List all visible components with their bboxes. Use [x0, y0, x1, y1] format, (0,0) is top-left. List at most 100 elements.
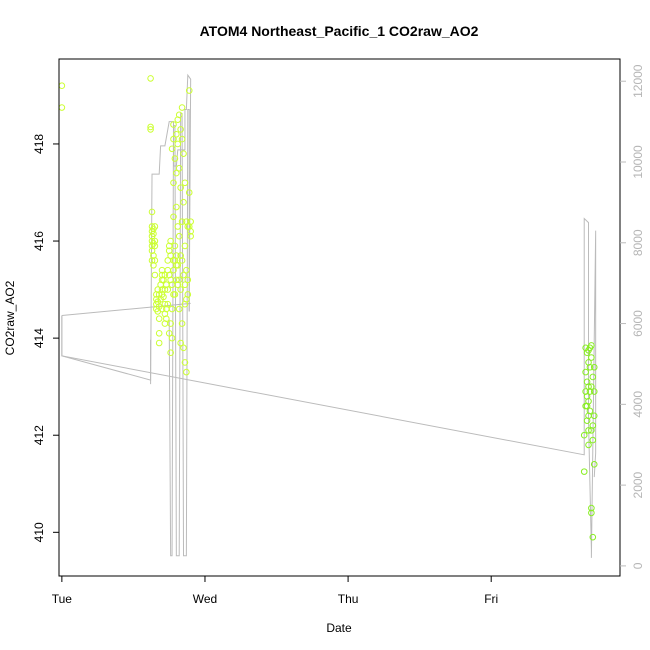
data-point	[181, 179, 189, 187]
y2-tick-label: 12000	[631, 64, 645, 98]
x-tick-label: Fri	[484, 592, 498, 606]
data-point	[168, 305, 176, 313]
data-point	[178, 320, 186, 327]
axes-layer: Tue Wed Thu Fri 410 412 414 416 418 0 2000 4000 6000…	[32, 64, 645, 606]
data-point	[180, 150, 187, 157]
data-point	[187, 228, 194, 235]
data-point	[181, 242, 189, 250]
data-point	[155, 329, 163, 337]
data-point	[173, 130, 180, 138]
data-point	[173, 169, 180, 177]
data-point	[187, 232, 194, 240]
data-point	[187, 218, 194, 225]
data-point	[175, 111, 183, 119]
data-point	[580, 468, 588, 475]
plot-layer	[58, 73, 598, 558]
data-point	[586, 407, 594, 415]
series-line-1	[61, 217, 597, 558]
y-tick-label: 416	[32, 231, 46, 251]
data-point	[185, 87, 193, 94]
data-point	[160, 293, 167, 301]
data-point	[588, 509, 595, 517]
data-point	[590, 412, 598, 420]
data-point	[588, 383, 595, 390]
chart-title: ATOM4 Northeast_Pacific_1 CO2raw_AO2	[200, 23, 479, 39]
data-point	[590, 388, 598, 395]
data-point	[171, 242, 179, 250]
data-point	[178, 104, 186, 111]
data-point	[147, 126, 154, 133]
y-tick-label: 412	[32, 425, 46, 445]
data-point	[588, 504, 595, 512]
data-point	[170, 121, 177, 128]
y-tick-label: 414	[32, 328, 46, 348]
y-axis-title: CO2raw_AO2	[3, 280, 17, 355]
data-point	[151, 237, 159, 245]
data-point	[589, 422, 597, 429]
data-point	[181, 359, 189, 366]
data-point	[580, 431, 588, 439]
data-point	[585, 427, 592, 434]
data-point	[588, 342, 595, 349]
y-tick-label: 418	[32, 134, 46, 154]
y2-tick-label: 10000	[631, 145, 645, 179]
data-point	[180, 344, 187, 352]
data-point	[165, 329, 173, 337]
data-point	[155, 315, 163, 323]
data-point	[170, 135, 177, 143]
data-point	[589, 436, 597, 444]
data-point	[180, 198, 187, 206]
data-point	[151, 223, 159, 230]
data-point	[590, 461, 598, 468]
y2-tick-label: 4000	[631, 391, 645, 418]
y2-tick-label: 8000	[631, 229, 645, 256]
data-point	[168, 145, 176, 153]
data-point	[170, 266, 177, 274]
data-point	[171, 291, 179, 298]
data-point	[164, 286, 172, 293]
y2-tick-label: 2000	[631, 471, 645, 498]
series-line-5	[61, 302, 191, 316]
data-point	[163, 315, 170, 323]
data-point	[164, 300, 172, 308]
data-point	[177, 339, 184, 347]
plot-frame	[58, 58, 621, 577]
data-point	[589, 373, 597, 381]
data-point	[150, 230, 157, 238]
x-axis-title: Date	[326, 621, 352, 635]
data-point	[147, 75, 154, 82]
data-point	[167, 349, 174, 356]
data-point	[170, 213, 177, 221]
data-point	[178, 218, 186, 225]
x-tick-label: Tue	[52, 592, 73, 606]
y2-tick-label: 6000	[631, 310, 645, 337]
data-point	[158, 305, 166, 313]
data-point	[180, 271, 187, 279]
data-point	[585, 397, 592, 405]
data-point	[174, 262, 182, 269]
x-tick-label: Thu	[338, 592, 359, 606]
data-point	[173, 203, 180, 211]
data-point	[177, 286, 184, 293]
data-point	[170, 179, 177, 187]
data-point	[174, 140, 182, 148]
y-tick-label: 410	[32, 522, 46, 542]
data-point	[151, 257, 159, 264]
data-point	[175, 232, 183, 240]
data-point	[585, 441, 592, 449]
data-point	[151, 242, 159, 250]
data-point	[184, 291, 192, 298]
data-point	[185, 189, 193, 196]
data-point	[171, 155, 179, 162]
x-tick-label: Wed	[193, 592, 217, 606]
data-point	[175, 305, 183, 313]
data-point	[589, 533, 597, 541]
data-point	[184, 276, 192, 284]
data-point	[183, 368, 190, 376]
data-point	[178, 135, 186, 143]
data-point	[174, 223, 182, 230]
data-point	[167, 320, 174, 327]
data-point	[148, 208, 156, 216]
data-point	[181, 281, 189, 289]
